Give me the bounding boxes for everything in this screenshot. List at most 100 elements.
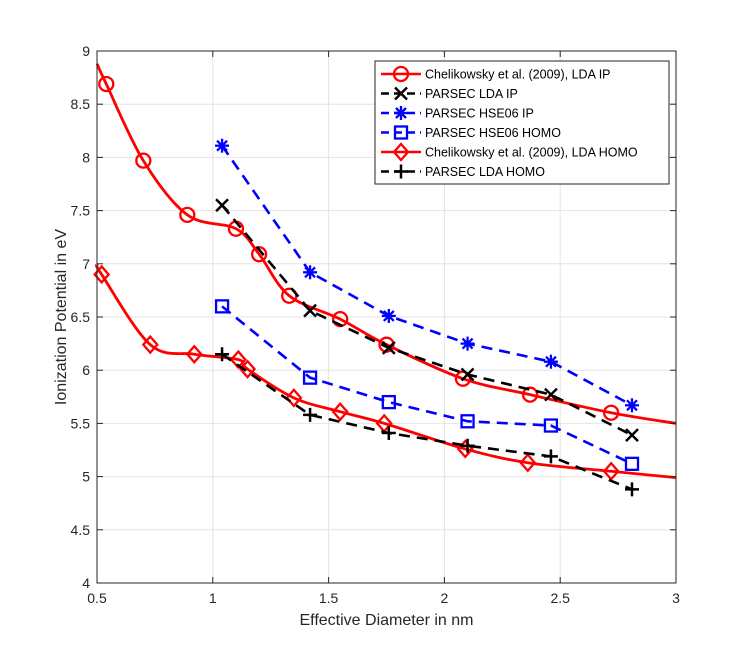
y-tick-label-10: 9 [82, 43, 90, 59]
legend-entry-1-marker-stroke-b [394, 86, 408, 101]
x-tick-label-4: 2.5 [550, 590, 570, 606]
legend-entry-3-marker-shape [393, 125, 409, 140]
series-2-point-5 [624, 398, 639, 413]
series-2 [215, 138, 639, 413]
series-2-point-1-stroke-d [304, 266, 316, 279]
legend-entry-2-marker-stroke-d [395, 107, 407, 119]
series-0-line [95, 63, 677, 425]
legend-entry-4-label: Chelikowsky et al. (2009), LDA HOMO [425, 146, 638, 160]
series-0-point-10-shape [603, 404, 620, 421]
legend-entry-1: PARSEC LDA IP [381, 86, 518, 101]
legend-entry-1-label: PARSEC LDA IP [425, 87, 518, 101]
series-3-line [221, 305, 633, 466]
series-1-point-0 [215, 198, 229, 213]
series-2-point-2-stroke-d [383, 310, 395, 322]
series-3-point-5 [624, 456, 640, 471]
x-tick-label-0: 0.5 [87, 590, 107, 606]
legend-entry-3-label: PARSEC HSE06 HOMO [425, 126, 561, 140]
series-0-point-2 [179, 206, 196, 224]
x-tick-label-3: 2 [441, 590, 449, 606]
series-0-point-1 [135, 152, 152, 169]
legend-entry-1-marker [394, 86, 408, 101]
series-0-point-4 [250, 246, 268, 263]
series-3-point-2-shape [381, 394, 396, 410]
series-3-point-5-shape [624, 456, 640, 471]
series-0-point-9-shape [521, 386, 539, 403]
y-tick-label-3: 5.5 [71, 415, 91, 431]
series-3-point-4-shape [543, 418, 559, 433]
series-4-point-1-shape [141, 334, 159, 355]
series-0-point-8-shape [454, 370, 472, 387]
series-3-point-4 [543, 418, 559, 433]
series-2-point-2 [381, 308, 396, 323]
series-4-point-5 [285, 388, 303, 408]
y-tick-label-2: 5 [82, 469, 90, 485]
series-3-point-3-shape [460, 414, 475, 429]
x-axis-label: Effective Diameter in nm [300, 612, 474, 629]
series-4-point-2 [185, 344, 203, 364]
legend-entry-0-label: Chelikowsky et al. (2009), LDA IP [425, 68, 611, 82]
y-tick-label-5: 6.5 [71, 309, 91, 325]
y-tick-label-6: 7 [82, 256, 90, 272]
series-4-point-9 [519, 453, 537, 473]
legend-entry-5-marker [394, 164, 408, 179]
series-2-point-3 [460, 336, 475, 351]
series-5-point-1 [303, 407, 318, 422]
series-0-point-2-shape [179, 206, 196, 224]
series-5-line [221, 353, 633, 491]
series-1-point-0-stroke-b [215, 198, 229, 213]
legend-entry-0: Chelikowsky et al. (2009), LDA IP [381, 65, 611, 83]
series-4 [93, 263, 677, 482]
series-4-point-10-shape [602, 461, 620, 482]
series-1-line [221, 204, 633, 437]
y-tick-label-9: 8.5 [71, 96, 91, 112]
series-1-point-4 [544, 387, 558, 402]
legend-entry-5: PARSEC LDA HOMO [381, 164, 545, 179]
series-4-point-10 [602, 461, 620, 482]
series-1 [215, 198, 639, 442]
series-layer [93, 63, 677, 497]
series-3-point-2 [381, 394, 396, 410]
series-5-point-3 [460, 438, 475, 453]
y-axis-label: Ionization Potential in eV [53, 229, 70, 405]
axes: 0.5 1 1.5 2 2.5 3 4 4.5 5 5.5 6 6.5 7 7.5 8 8.5 9 [71, 43, 681, 606]
legend-entry-2-marker [394, 106, 408, 120]
series-4-point-2-shape [185, 344, 203, 364]
series-5-point-5 [624, 482, 639, 497]
series-3 [214, 299, 640, 471]
series-1-point-2 [381, 340, 396, 355]
y-tick-label-7: 7.5 [71, 203, 91, 219]
series-0-point-0-shape [98, 75, 115, 93]
series-1-point-4-stroke-b [544, 387, 558, 402]
series-2-point-3-stroke-d [461, 337, 474, 350]
legend-entry-0-marker [392, 65, 410, 83]
series-3-point-1 [302, 370, 318, 385]
series-1-point-2-stroke-b [381, 340, 396, 355]
legend-entry-4: Chelikowsky et al. (2009), LDA HOMO [381, 142, 638, 162]
series-5 [215, 347, 639, 497]
legend-entry-4-marker [392, 142, 410, 162]
legend-entry-4-marker-shape [392, 142, 410, 162]
series-5-point-2 [381, 425, 396, 440]
series-2-point-4 [543, 354, 558, 369]
series-2-point-4-stroke-d [545, 355, 557, 368]
series-5-point-4 [543, 449, 558, 464]
y-tick-label-4: 6 [82, 362, 90, 378]
series-1-point-5 [625, 428, 639, 442]
legend-entry-0-marker-shape [392, 65, 410, 83]
legend-entry-2-label: PARSEC HSE06 IP [425, 107, 534, 121]
series-3-point-1-shape [302, 370, 318, 385]
series-1-point-3-stroke-b [460, 367, 475, 382]
series-4-point-3-shape [229, 349, 247, 370]
series-1-point-1-stroke-b [303, 303, 317, 318]
series-0-point-0 [98, 75, 115, 93]
series-1-point-5-stroke-b [625, 428, 639, 442]
x-tick-label-5: 3 [672, 590, 680, 606]
series-0-point-10 [603, 404, 620, 421]
legend-entry-2: PARSEC HSE06 IP [381, 106, 534, 121]
legend-entry-3-marker [393, 125, 409, 140]
legend-entry-5-label: PARSEC LDA HOMO [425, 165, 545, 179]
legend-entry-3: PARSEC HSE06 HOMO [381, 125, 561, 140]
series-3-point-0 [214, 299, 230, 314]
